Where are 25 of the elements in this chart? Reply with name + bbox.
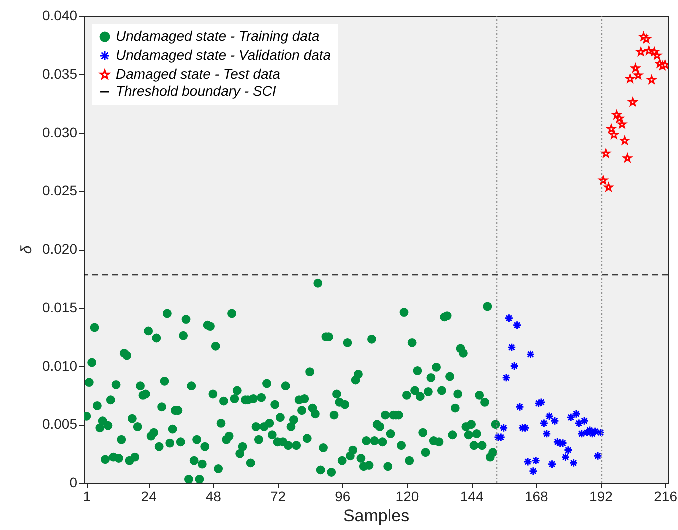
x-tick-label: 192 bbox=[590, 488, 614, 504]
y-tick-label: 0.010 bbox=[42, 358, 78, 374]
x-tick-label: 72 bbox=[270, 488, 286, 504]
x-axis-title: Samples bbox=[343, 506, 410, 526]
y-tick-label: 0 bbox=[70, 474, 78, 490]
legend-label: Damaged state - Test data bbox=[116, 66, 281, 82]
y-tick-label: 0.030 bbox=[42, 124, 78, 140]
x-tick-label: 168 bbox=[524, 488, 549, 504]
x-tick-label: 48 bbox=[206, 488, 222, 504]
y-tick-label: 0.025 bbox=[42, 182, 78, 199]
legend-label: Undamaged state - Training data bbox=[116, 28, 320, 44]
x-tick-label: 1 bbox=[83, 488, 92, 504]
y-tick-label: 0.015 bbox=[42, 299, 78, 316]
x-tick-label: 24 bbox=[141, 488, 158, 504]
x-tick-label: 96 bbox=[335, 488, 351, 504]
legend-label: Threshold boundary - SCI bbox=[116, 83, 276, 99]
y-axis-title: δ bbox=[18, 245, 36, 254]
legend-label: Undamaged state - Validation data bbox=[116, 47, 332, 63]
y-tick-label: 0.040 bbox=[42, 8, 78, 24]
y-tick-label: 0.020 bbox=[42, 241, 78, 257]
x-tick-label: 120 bbox=[396, 488, 420, 504]
x-tick-label: 216 bbox=[654, 488, 678, 504]
y-tick-label: 0.035 bbox=[42, 66, 78, 82]
y-tick-label: 0.005 bbox=[42, 416, 78, 432]
x-tick-label: 144 bbox=[460, 488, 484, 504]
